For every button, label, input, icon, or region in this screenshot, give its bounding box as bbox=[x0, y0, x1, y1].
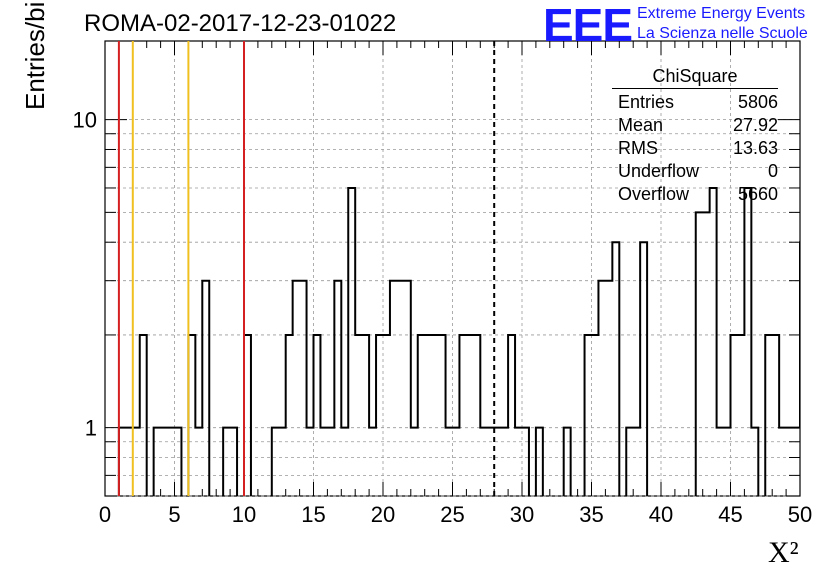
stats-value: 13.63 bbox=[732, 138, 778, 158]
eee-logo: EEE bbox=[543, 0, 633, 51]
stats-row-entries: Entries 5806 bbox=[612, 91, 778, 114]
y-axis-label: Entries/bin bbox=[20, 0, 50, 110]
x-tick-label: 15 bbox=[301, 502, 325, 527]
histogram-line bbox=[117, 186, 800, 496]
stats-value: 0 bbox=[767, 161, 778, 181]
stats-value: 5806 bbox=[737, 92, 778, 112]
y-tick-label: 10 bbox=[73, 108, 97, 133]
stats-value: 5660 bbox=[737, 184, 778, 204]
stats-row-underflow: Underflow 0 bbox=[612, 160, 778, 183]
x-tick-label: 10 bbox=[232, 502, 256, 527]
chart-title: ROMA-02-2017-12-23-01022 bbox=[84, 10, 397, 37]
stats-title: ChiSquare bbox=[612, 66, 778, 89]
logo-line-2: La Scienza nelle Scuole bbox=[637, 25, 808, 42]
marker-lines bbox=[117, 41, 496, 496]
x-tick-label: 35 bbox=[579, 502, 603, 527]
x-tick-label: 50 bbox=[788, 502, 812, 527]
x-tick-label: 40 bbox=[649, 502, 673, 527]
x-tick-label: 30 bbox=[510, 502, 534, 527]
stats-box: ChiSquare Entries 5806 Mean 27.92 RMS 13… bbox=[612, 66, 778, 206]
x-tick-label: 20 bbox=[371, 502, 395, 527]
stats-label: Underflow bbox=[618, 161, 700, 181]
stats-row-mean: Mean 27.92 bbox=[612, 114, 778, 137]
stats-label: Overflow bbox=[618, 184, 690, 204]
stats-label: Mean bbox=[618, 115, 664, 135]
x-tick-label: 0 bbox=[99, 502, 111, 527]
x-tick-label: 25 bbox=[440, 502, 464, 527]
axis-ticks bbox=[104, 41, 801, 497]
x-tick-label: 5 bbox=[168, 502, 180, 527]
tick-labels: 0 5 10 15 20 25 30 35 40 45 50 1 10 bbox=[73, 108, 813, 527]
stats-row-rms: RMS 13.63 bbox=[612, 137, 778, 160]
y-tick-label: 1 bbox=[85, 416, 97, 441]
stats-label: RMS bbox=[618, 138, 658, 158]
stats-value: 27.92 bbox=[732, 115, 778, 135]
x-axis-label: X² bbox=[768, 536, 799, 569]
stats-label: Entries bbox=[618, 92, 675, 112]
x-tick-label: 45 bbox=[718, 502, 742, 527]
logo-line-1: Extreme Energy Events bbox=[637, 5, 806, 22]
stats-row-overflow: Overflow 5660 bbox=[612, 183, 778, 206]
